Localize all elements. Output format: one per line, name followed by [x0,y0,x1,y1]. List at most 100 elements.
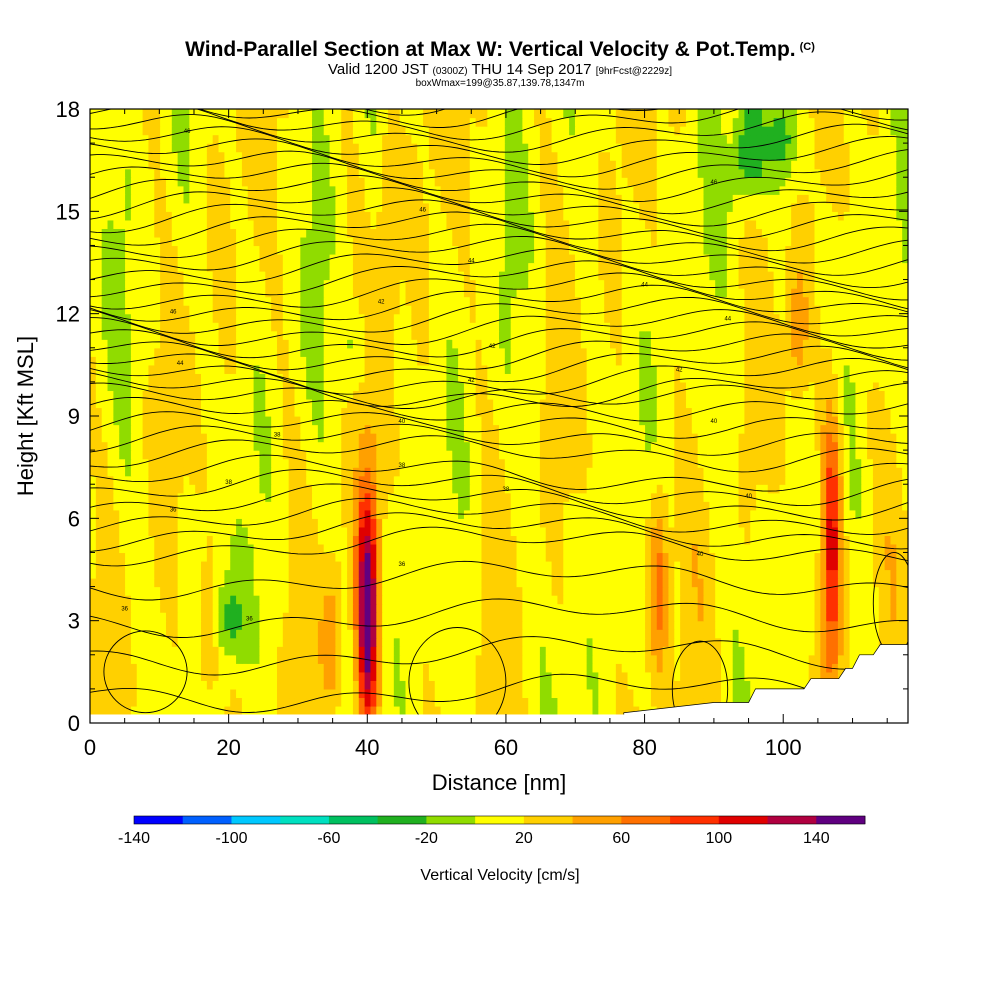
isentrope-line [90,598,908,638]
y-tick-label: 9 [68,404,80,429]
isentrope-label: 46 [184,129,191,135]
y-tick-label: 15 [56,199,80,224]
isentrope-line [90,636,908,676]
isentrope-line [90,673,908,713]
colorbar-swatch [767,816,817,824]
isentrope-line [90,382,908,409]
isentrope-label: 44 [177,361,184,367]
colorbar-swatch [377,816,427,824]
isentrope-label: 36 [170,508,177,514]
isentrope-line [90,396,908,422]
isentrope-line [90,272,908,310]
colorbar-swatch [572,816,622,824]
isentrope-closed-contour [408,627,507,723]
isentrope-label: 40 [399,419,406,425]
isentrope-line [90,199,908,239]
isentrope-line [90,149,908,190]
isentrope-label: 38 [274,433,281,439]
colorbar-tick-label: -20 [415,830,438,847]
isentrope-line [90,454,908,492]
x-axis-label: Distance [nm] [432,770,567,795]
isentrope-line [90,109,908,141]
colorbar-swatch [426,816,476,824]
isentrope-label: 46 [419,207,426,213]
colorbar-tick-label: 20 [515,830,533,847]
isentrope-label: 36 [121,606,128,612]
copyright-mark: (C) [799,41,815,53]
isentrope-label: 36 [246,617,253,623]
colorbar-tick-label: -140 [118,830,150,847]
colorbar-tick-label: 140 [803,830,830,847]
isentrope-label: 42 [468,378,475,384]
isentrope-label: 44 [641,282,648,288]
x-tick-label: 0 [84,735,96,760]
y-tick-label: 6 [68,506,80,531]
isentrope-line [90,111,908,153]
isentrope-line [90,321,908,359]
x-tick-label: 60 [494,735,518,760]
isentrope-line [90,187,908,227]
y-axis-label: Height [Kft MSL] [13,336,38,496]
isentrope-line [90,260,908,301]
colorbar-swatch [475,816,525,824]
valid-z-time: (0300Z) [432,66,468,77]
valid-time-line: Valid 1200 JST (0300Z) THU 14 Sep 2017 [… [0,61,1000,78]
colorbar-swatch [523,816,573,824]
colorbar-swatch [280,816,330,824]
chart-title: Wind-Parallel Section at Max W: Vertical… [0,38,1000,62]
colorbar-tick-label: 100 [705,830,732,847]
isentrope-label: 40 [745,494,752,500]
isentrope-labels: 36 36 36 36 38 38 38 38 40 40 40 40 42 42 42 42 44 44 44 44… [121,129,752,623]
isentrope-line [90,211,908,252]
isentrope-label: 36 [399,562,406,568]
isentrope-line [90,333,908,371]
isentrope-line [90,345,908,383]
isentrope-label: 40 [697,552,704,558]
isentrope-line [90,560,908,601]
colorbar-tick-label: -100 [215,830,247,847]
isentrope-line [90,435,908,473]
isentrope-label: 44 [724,317,731,323]
isentrope-label: 42 [378,299,385,305]
colorbar-swatch [718,816,768,824]
isentrope-line [90,469,908,507]
isentrope-label: 38 [225,480,232,486]
terrain-mask [623,644,908,723]
isentrope-line [90,296,908,334]
colorbar-swatch [134,816,184,824]
valid-prefix: Valid 1200 JST [328,61,429,78]
isentrope-label: 38 [399,463,406,469]
colorbar-swatch [328,816,379,824]
y-tick-label: 12 [56,302,80,327]
isentrope-line [90,411,908,439]
y-tick-label: 18 [56,97,80,122]
colorbar: -140 -100 -60 -20 20 60 100 140 Vertical Velocit… [118,815,866,884]
colorbar-swatch [670,816,720,824]
isentrope-label: 38 [503,487,510,493]
isentrope-label: 46 [170,310,177,316]
isentrope-line [90,235,908,276]
colorbar-label: Vertical Velocity [cm/s] [420,867,579,884]
isentrope-label: 42 [489,344,496,350]
isentrope-label: 40 [711,419,718,425]
colorbar-tick-label: -60 [317,830,340,847]
forecast-info: [9hrFcst@2229z] [595,66,672,77]
isentrope-line [90,136,908,178]
colorbar-tick-label: 60 [612,830,630,847]
isentrope-line [90,357,908,395]
isentropes [90,109,908,723]
x-tick-label: 100 [765,735,802,760]
box-info: boxWmax=199@35.87,139.78,1347m [415,78,585,89]
chart-title-text: Wind-Parallel Section at Max W: Vertical… [185,38,796,61]
y-tick-label: 3 [68,609,80,634]
isentrope-line [90,162,908,202]
colorbar-frame [133,815,866,825]
isentrope-closed-contour [103,630,188,714]
x-tick-label: 20 [216,735,240,760]
isentrope-line [90,483,908,521]
isentrope-line [90,284,908,322]
isentrope-line [198,109,662,128]
isentrope-line [90,175,908,215]
isentrope-closed-contour [671,640,729,723]
